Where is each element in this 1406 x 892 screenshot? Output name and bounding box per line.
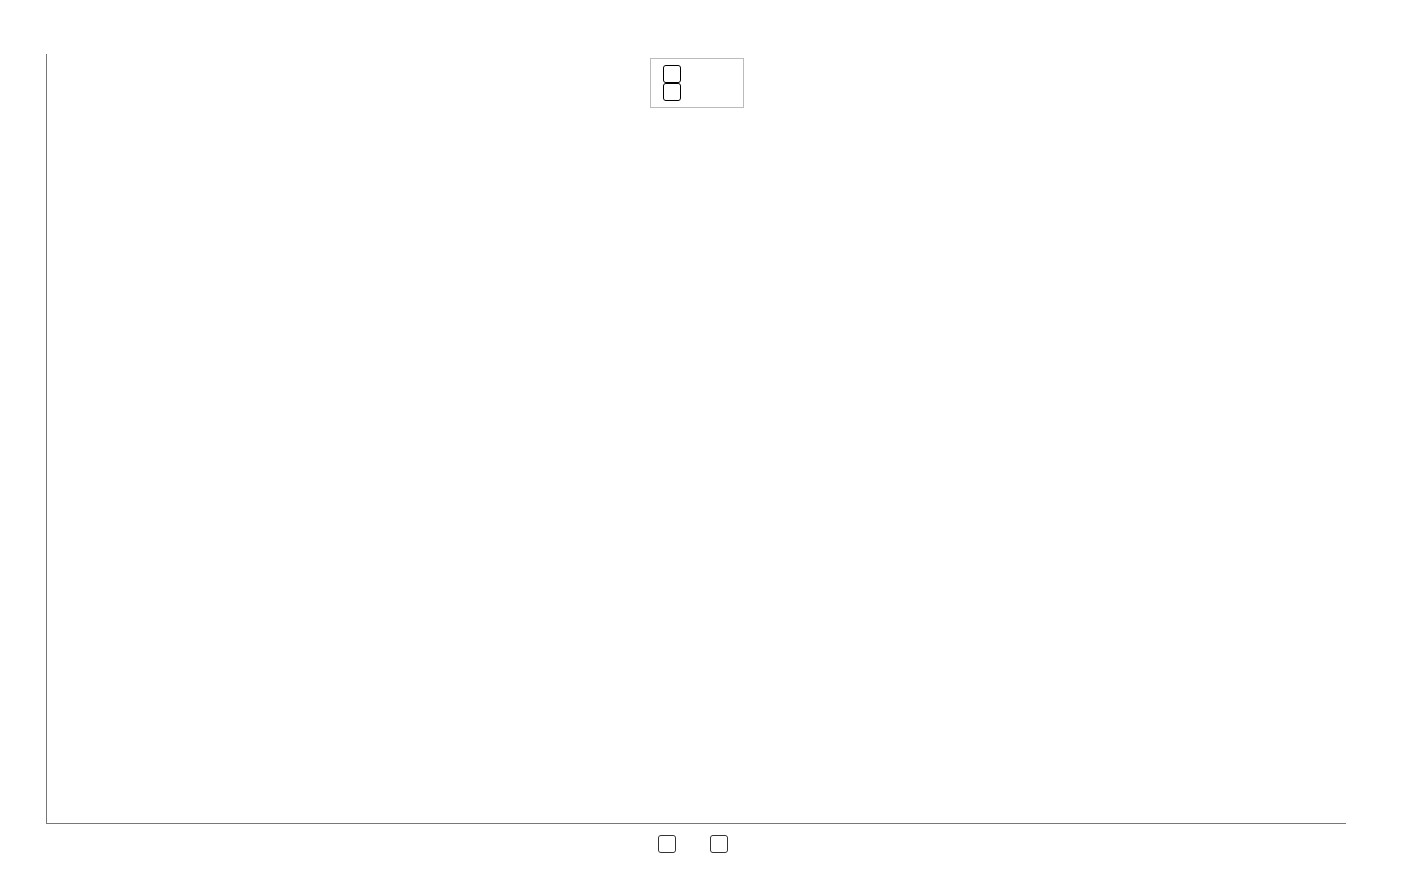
- plot-area: [46, 54, 1346, 824]
- swatch-shoshone: [663, 83, 681, 101]
- legend-row-apache: [663, 65, 731, 83]
- title-row: [14, 28, 1388, 52]
- swatch-apache: [658, 835, 676, 853]
- trend-lines-layer: [47, 54, 1346, 823]
- legend-item-shoshone: [710, 835, 736, 853]
- chart-container: [0, 0, 1406, 892]
- legend-item-apache: [658, 835, 684, 853]
- swatch-shoshone: [710, 835, 728, 853]
- legend-correlation: [650, 58, 744, 108]
- legend-row-shoshone: [663, 83, 731, 101]
- swatch-apache: [663, 65, 681, 83]
- legend-series: [658, 835, 736, 853]
